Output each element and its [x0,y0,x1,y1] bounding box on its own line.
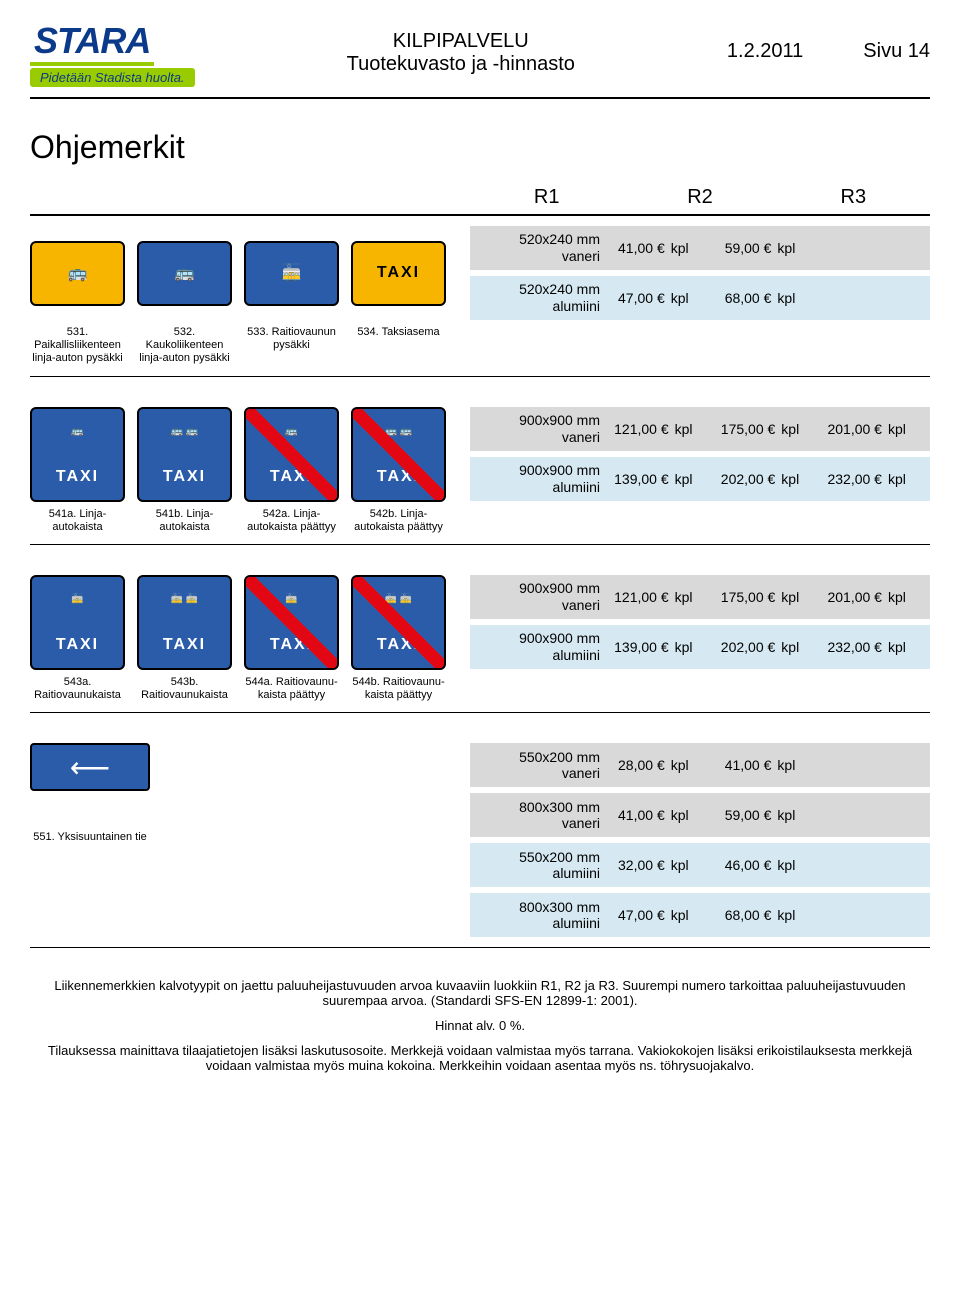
sign-542a: 🚌TAXI [244,407,339,502]
price-block-1: 520x240 mmvaneri41,00 €kpl59,00 €kpl 520x… [470,226,930,320]
header-page: Sivu 14 [863,40,930,63]
group-541-542: 🚌TAXI 🚌 🚌TAXI 🚌TAXI 🚌 🚌TAXI 900x900 mmva… [30,407,930,545]
footer-p1: Liikennemerkkien kalvotyypit on jaettu p… [30,978,930,1008]
sign-544a: 🚋TAXI [244,575,339,670]
price-block-4: 550x200 mmvaneri28,00 €kpl41,00 €kpl 800x… [470,743,930,937]
sign-caption: 542a. Linja-autokaista päättyy [244,508,339,534]
logo-block: STARA Pidetään Stadista huolta. [30,20,195,87]
price-block-3: 900x900 mmvaneri121,00 €kpl175,00 €kpl20… [470,575,930,670]
header-c2: Tuotekuvasto ja -hinnasto [347,53,575,76]
price-row: 900x900 mmalumiini139,00 €kpl202,00 €kpl… [470,457,930,501]
price-row: 550x200 mmalumiini32,00 €kpl46,00 €kpl [470,843,930,887]
header-center: KILPIPALVELU Tuotekuvasto ja -hinnasto [347,30,575,76]
sign-caption: 541b. Linja-autokaista [137,508,232,534]
price-block-2: 900x900 mmvaneri121,00 €kpl175,00 €kpl20… [470,407,930,502]
col-r1: R1 [470,186,623,209]
price-row: 550x200 mmvaneri28,00 €kpl41,00 €kpl [470,743,930,787]
page-title: Ohjemerkit [30,129,930,166]
price-row: 800x300 mmvaneri41,00 €kpl59,00 €kpl [470,793,930,837]
captions-2: 541a. Linja-autokaista 541b. Linja-autoka… [30,508,930,534]
sign-caption: 533. Raitiovaunun pysäkki [244,326,339,366]
sign-541b: 🚌 🚌TAXI [137,407,232,502]
col-r3: R3 [777,186,930,209]
captions-3: 543a. Raitiovaunukaista 543b. Raitiovaunu… [30,676,930,702]
sign-551: ⟵ [30,743,150,791]
header-date: 1.2.2011 [727,40,803,63]
price-row: 800x300 mmalumiini47,00 €kpl68,00 €kpl [470,893,930,937]
sign-543a: 🚋TAXI [30,575,125,670]
sign-caption: 532. Kaukoliikenteen linja-auton pysäkki [137,326,232,366]
logo-text: STARA [30,20,195,66]
group-551: ⟵ 551. Yksisuuntainen tie 550x200 mmvane… [30,743,930,948]
sign-caption: 544b. Raitiovaunu-kaista päättyy [351,676,446,702]
footer-p2: Hinnat alv. 0 %. [30,1018,930,1033]
sign-532: 🚌 [137,241,232,306]
header-c1: KILPIPALVELU [347,30,575,53]
sign-541a: 🚌TAXI [30,407,125,502]
sign-543b: 🚋 🚋TAXI [137,575,232,670]
sign-534: TAXI [351,241,446,306]
sign-caption: 543b. Raitiovaunukaista [137,676,232,702]
sign-542b: 🚌 🚌TAXI [351,407,446,502]
captions-1: 531. Paikallisliikenteen linja-auton pys… [30,326,930,366]
price-row: 900x900 mmvaneri121,00 €kpl175,00 €kpl20… [470,407,930,451]
price-row: 520x240 mmalumiini47,00 €kpl68,00 €kpl [470,276,930,320]
group-543-544: 🚋TAXI 🚋 🚋TAXI 🚋TAXI 🚋 🚋TAXI 900x900 mmva… [30,575,930,713]
header-right: 1.2.2011 Sivu 14 [727,40,930,63]
sign-caption: 542b. Linja-autokaista päättyy [351,508,446,534]
footer-p3: Tilauksessa mainittava tilaajatietojen l… [30,1043,930,1073]
sign-caption: 541a. Linja-autokaista [30,508,125,534]
col-r2: R2 [623,186,776,209]
price-row: 900x900 mmvaneri121,00 €kpl175,00 €kpl20… [470,575,930,619]
sign-caption: 531. Paikallisliikenteen linja-auton pys… [30,326,125,366]
caption-551: 551. Yksisuuntainen tie [30,831,150,843]
sign-caption: 534. Taksiasema [351,326,446,366]
page-header: STARA Pidetään Stadista huolta. KILPIPAL… [30,20,930,99]
sign-caption: 544a. Raitiovaunu-kaista päättyy [244,676,339,702]
sign-544b: 🚋 🚋TAXI [351,575,446,670]
price-row: 520x240 mmvaneri41,00 €kpl59,00 €kpl [470,226,930,270]
sign-531: 🚌 [30,241,125,306]
footer: Liikennemerkkien kalvotyypit on jaettu p… [30,978,930,1073]
tagline: Pidetään Stadista huolta. [30,68,195,87]
price-row: 900x900 mmalumiini139,00 €kpl202,00 €kpl… [470,625,930,669]
sign-533: 🚋 [244,241,339,306]
sign-caption: 543a. Raitiovaunukaista [30,676,125,702]
column-header: R1 R2 R3 [30,186,930,216]
group-531-534: 🚌 🚌 🚋 TAXI 520x240 mmvaneri41,00 €kpl59,… [30,226,930,377]
